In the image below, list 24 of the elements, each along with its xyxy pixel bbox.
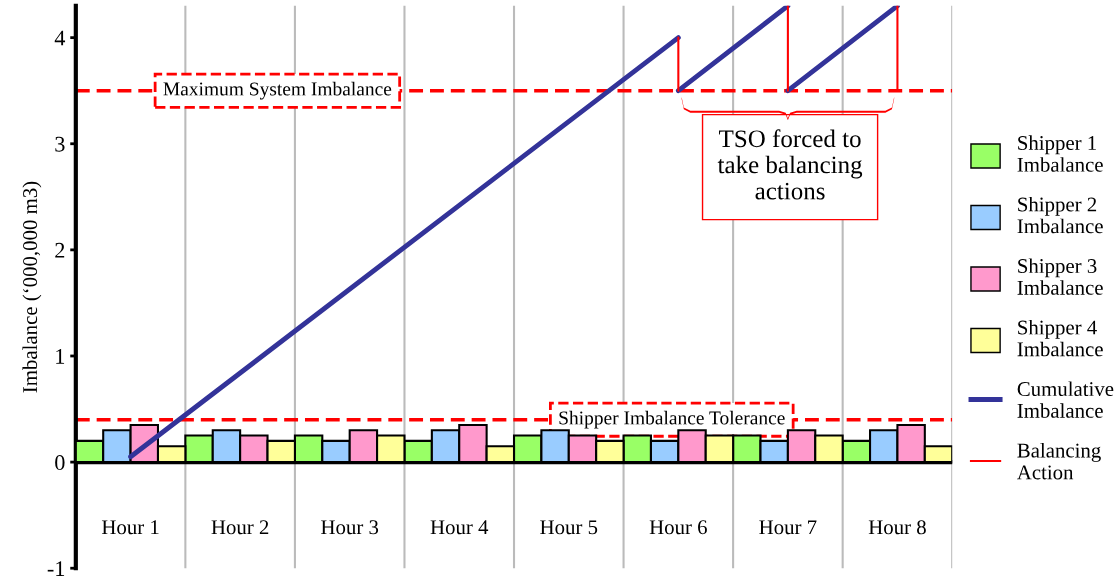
y-tick-label: 2 [55,242,65,258]
legend-label: Shipper 4 Imbalance [1017,319,1103,357]
x-tick-label: Hour 7 [759,520,817,535]
y-tick-label: 4 [54,30,66,46]
x-tick-label: Hour 3 [321,520,379,535]
x-tick-label: Hour 5 [540,520,598,535]
x-tick-label: Hour 8 [868,520,926,535]
ref-line-label: Maximum System Imbalance [163,81,392,100]
x-tick-label: Hour 4 [430,520,489,535]
y-tick-label: 1 [56,349,65,364]
legend-label: Shipper 2 Imbalance [1017,196,1103,234]
legend-label: Balancing Action [1017,442,1101,480]
legend-label: Shipper 3 Imbalance [1017,258,1103,295]
x-tick-label: Hour 2 [211,520,269,535]
legend-label: Shipper 1 Imbalance [1017,135,1103,172]
y-tick-label: -1 [47,561,65,576]
y-tick-label: 3 [55,136,65,152]
y-tick-label: 0 [55,455,65,471]
legend-label: Cumulative Imbalance [1017,381,1114,418]
annotation: TSO forced to take balancing actions [717,129,863,200]
x-tick-label: Hour 6 [649,520,707,535]
x-tick-label: Hour 1 [101,520,159,535]
y-axis-title: Imbalance (‘000,000 m3) [22,181,42,393]
ref-line-label: Shipper Imbalance Tolerance [559,410,785,429]
